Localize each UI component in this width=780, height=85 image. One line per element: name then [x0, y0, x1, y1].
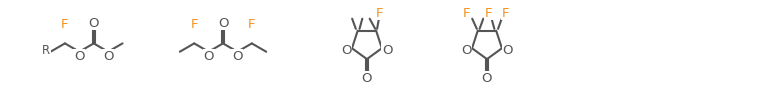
Text: O: O — [382, 44, 392, 57]
Text: O: O — [204, 50, 214, 63]
Text: O: O — [362, 72, 372, 85]
Text: O: O — [103, 50, 113, 63]
Text: F: F — [502, 7, 509, 20]
Text: O: O — [461, 44, 472, 57]
Text: O: O — [502, 44, 512, 57]
Text: F: F — [61, 18, 69, 31]
Text: R: R — [42, 44, 50, 57]
Text: F: F — [376, 7, 384, 20]
Text: F: F — [463, 7, 470, 20]
Text: O: O — [482, 72, 492, 85]
Text: O: O — [232, 50, 243, 63]
Text: F: F — [190, 18, 198, 31]
Text: O: O — [341, 44, 352, 57]
Text: F: F — [248, 18, 256, 31]
Text: O: O — [88, 17, 99, 30]
Text: F: F — [485, 7, 492, 20]
Text: O: O — [74, 50, 84, 63]
Text: O: O — [218, 17, 229, 30]
